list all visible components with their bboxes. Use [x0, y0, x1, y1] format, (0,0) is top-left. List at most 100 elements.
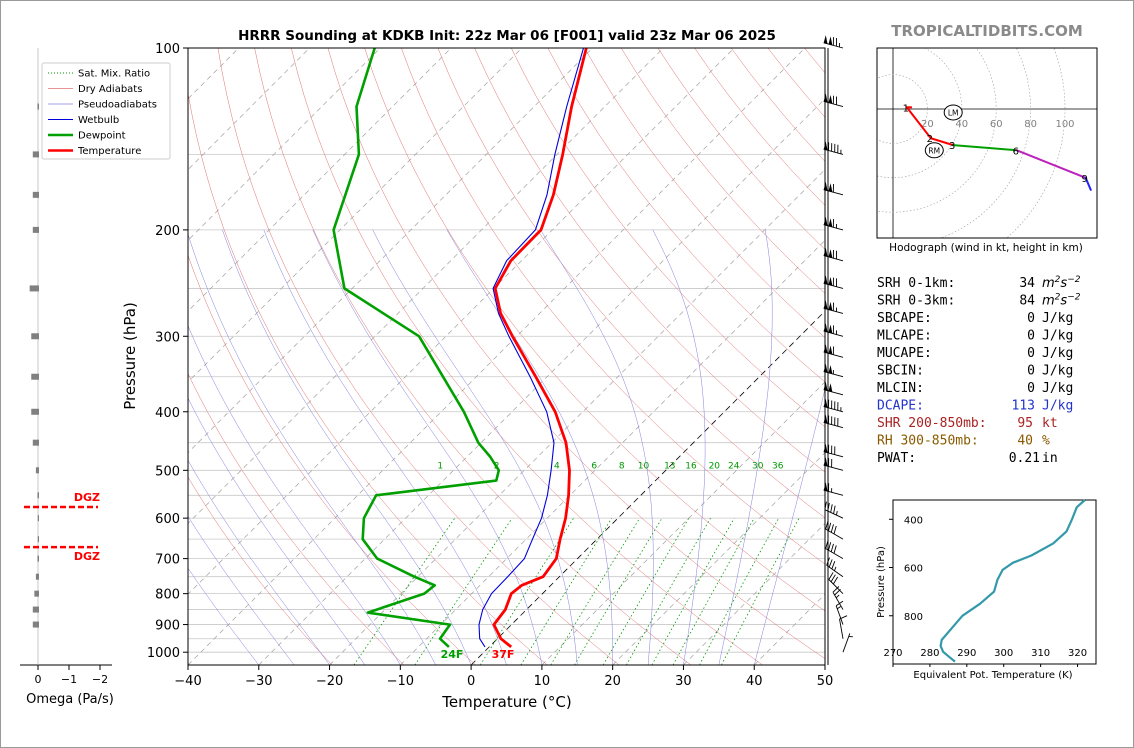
index-unit: J/kg [1042, 399, 1073, 414]
mixing-ratio-line [574, 517, 663, 665]
hodograph-trace [1015, 149, 1087, 179]
barb-pennant [823, 216, 828, 226]
index-label: PWAT: [877, 451, 916, 466]
wind-barb [825, 540, 844, 559]
index-unit: m2s−2 [1042, 275, 1081, 291]
pseudoadiabat [540, 229, 654, 665]
barb-half-flag [836, 510, 838, 516]
barb-flag [831, 561, 836, 570]
y-tick-label: 100 [155, 42, 180, 57]
omega-tick-label: −1 [61, 673, 77, 686]
barb-pennant [823, 381, 828, 391]
theta-e-x-tick-label: 310 [1031, 648, 1050, 659]
wind-barb-column [823, 35, 853, 665]
barb-staff [826, 564, 844, 578]
index-unit: J/kg [1042, 329, 1073, 344]
hodograph-ring-label: 20 [921, 119, 934, 130]
hodograph-caption: Hodograph (wind in kt, height in km) [889, 242, 1083, 254]
mixing-ratio-line [626, 517, 711, 665]
mixing-ratio-label: 2 [494, 461, 500, 471]
barb-pennant [823, 275, 828, 285]
mixing-ratio-line [672, 518, 755, 665]
hodograph-height-label: 2 [927, 134, 933, 145]
dry-adiabat [437, 48, 825, 519]
wind-barb [824, 501, 844, 519]
barb-pennant [828, 183, 833, 192]
barb-staff [832, 592, 844, 610]
skewt-legend: Sat. Mix. Ratio Dry Adiabats Pseudoadiabat… [41, 62, 171, 160]
barb-flag [833, 545, 837, 554]
isotherm-line [188, 48, 735, 595]
index-unit: % [1042, 434, 1050, 449]
hodograph-panel: 20 40 60 80 100 1 2 3 6 9 LM RM Hodograph (wind in … [876, 47, 1098, 254]
barb-staff [823, 489, 844, 496]
wind-barb [835, 600, 844, 625]
theta-e-x-tick-label: 270 [883, 648, 902, 659]
pseudoadiabat [312, 229, 543, 665]
dry-adiabat [364, 48, 825, 612]
pseudoadiabat [372, 229, 578, 665]
barb-pennant [823, 344, 828, 354]
index-value: 113 [1012, 399, 1035, 414]
wind-barb [823, 457, 844, 471]
freezing-isotherm [470, 310, 825, 665]
y-tick-label: 200 [155, 224, 180, 239]
index-value: 0.21 [1009, 451, 1040, 466]
hodograph-ring [877, 74, 928, 144]
omega-bar [32, 191, 39, 198]
barb-flag [834, 588, 841, 596]
wind-barb [832, 586, 844, 610]
hodograph-ring [939, 48, 1031, 238]
barb-pennant [823, 323, 828, 333]
barb-pennant [828, 365, 833, 374]
index-value: 84 [1019, 294, 1035, 309]
barb-pennant [823, 35, 828, 44]
barb-staff [823, 389, 844, 396]
pseudoadiabat [263, 229, 507, 665]
mixing-ratio-label: 1 [437, 461, 443, 471]
omega-bar [32, 226, 39, 233]
storm-motion-label: LM [948, 108, 959, 117]
barb-staff [823, 148, 844, 155]
barb-pennant [823, 457, 828, 467]
index-label: MLCIN: [877, 381, 924, 396]
storm-motion-marker [943, 104, 963, 121]
wind-barb [823, 344, 844, 358]
barb-flag [826, 557, 830, 566]
index-unit: m2s−2 [1042, 293, 1081, 309]
dry-adiabat [188, 476, 333, 665]
dry-adiabat [254, 48, 692, 665]
barb-staff [825, 528, 844, 540]
theta-e-x-tick-label: 300 [994, 648, 1013, 659]
isotherm-line [188, 48, 593, 454]
dry-adiabat [188, 373, 405, 665]
barb-pennant [823, 93, 828, 103]
skewt-ylabel: Pressure (hPa) [121, 302, 139, 410]
index-unit: in [1042, 451, 1058, 466]
barb-half-flag [837, 606, 841, 610]
theta-e-x-tick-label: 290 [957, 648, 976, 659]
barb-pennant [828, 94, 833, 104]
barb-pennant [828, 276, 833, 286]
isotherm-line [400, 239, 825, 665]
mixing-ratio-line [602, 517, 690, 665]
hodograph-height-label: 6 [1013, 146, 1019, 157]
x-tick-label: −10 [387, 674, 414, 689]
isotherm-line [188, 48, 523, 383]
dry-adiabat [511, 48, 825, 428]
barb-flag [832, 576, 839, 585]
barb-pennant [823, 141, 828, 151]
wetbulb-profile [478, 48, 585, 648]
barb-staff [823, 406, 844, 413]
barb-pennant [823, 398, 828, 408]
pseudoadiabat [718, 229, 773, 665]
x-tick-label: 50 [817, 674, 834, 689]
hodograph-height-label: 9 [1081, 174, 1087, 185]
index-unit: kt [1042, 416, 1058, 431]
wind-barb [823, 363, 844, 378]
mixing-ratio-label: 6 [591, 461, 597, 471]
wind-barb [823, 93, 844, 107]
pseudoadiabat [222, 229, 472, 665]
index-value: 0 [1027, 329, 1035, 344]
y-tick-label: 400 [155, 406, 180, 421]
